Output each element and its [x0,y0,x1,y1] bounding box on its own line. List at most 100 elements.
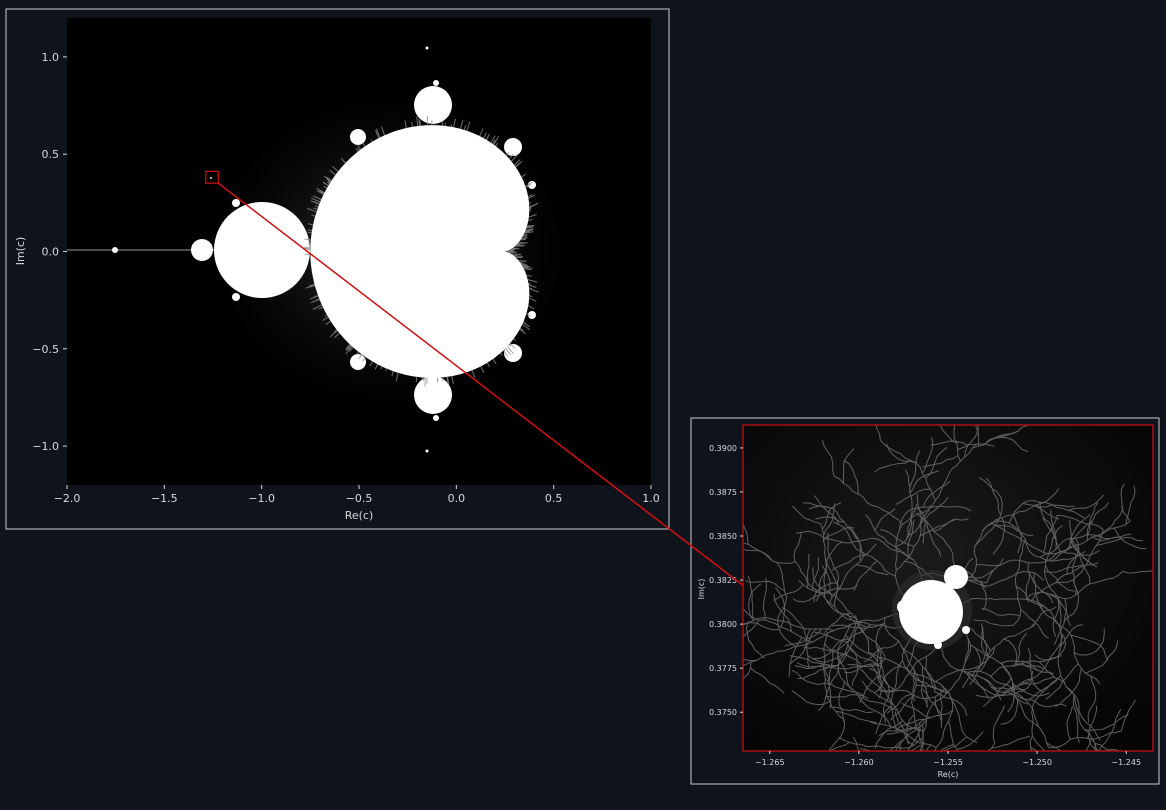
mandelbrot-side-bulb-top [504,138,522,156]
zoom-x-axis-label: Re(c) [938,770,959,779]
main-x-axis-label: Re(c) [345,509,374,522]
filament-strand [412,122,413,127]
main-y-tick-label: 0.5 [42,148,60,161]
mandelbrot-p2-mini-top [232,199,240,207]
zoom-y-tick-label: 0.3800 [709,620,737,629]
filament-strand [529,210,531,211]
dendrite-strand [982,374,1008,400]
filament-strand [518,243,524,244]
main-y-axis: 1.0 0.5 0.0 −0.5 −1.0 [32,51,67,453]
zoom-minibrot-right-bulb [962,626,970,634]
mandelbrot-far-top-speck [426,47,429,50]
dendrite-strand [1054,784,1067,806]
mandelbrot-top-bulb [414,86,452,124]
zoom-minibrot-bulb [944,565,968,589]
main-y-tick-label: 0.0 [42,246,60,259]
mandelbrot-lower-left-bulb [350,354,366,370]
filament-strand [308,230,312,231]
zoom-y-tick-label: 0.3875 [709,488,737,497]
dendrite-strand [840,797,880,800]
dendrite-strand [673,668,713,679]
main-x-tick-label: 1.0 [642,492,660,505]
mandelbrot-period4-bulb [191,239,213,261]
dendrite-strand [696,650,733,660]
dendrite-strand [794,763,829,776]
filament-strand [523,235,527,236]
main-x-tick-label: −2.0 [54,492,81,505]
dendrite-strand [635,700,658,730]
zoom-minibrot-bottom-bulb [934,641,942,649]
mandelbrot-bottom-mini [433,415,439,421]
filament-strand [523,236,528,237]
main-x-tick-label: 0.0 [448,492,466,505]
dendrite-strand [972,761,1007,776]
dendrite-strand [824,769,910,782]
mandelbrot-antenna-bulb [112,247,118,253]
dendrite-strand [610,736,648,753]
mandelbrot-p2-mini-bottom [232,293,240,301]
dendrite-strand [976,401,1011,412]
dendrite-strand [699,665,705,706]
dendrite-strand [915,782,931,806]
zoom-panel: −1.265−1.260−1.255−1.250−1.245 0.39000.3… [610,360,1166,806]
dendrite-strand [1058,767,1098,793]
dendrite-strand [961,761,991,771]
mandelbrot-mini-copy [210,177,212,179]
filament-strand [419,119,420,126]
dendrite-strand [1062,801,1094,807]
dendrite-strand [969,770,1001,777]
zoom-x-tick-label: −1.245 [1111,758,1141,767]
zoom-y-tick-label: 0.3775 [709,664,737,673]
main-y-tick-label: −1.0 [32,440,59,453]
main-y-tick-label: −0.5 [32,343,59,356]
dendrite-strand [1043,772,1069,794]
dendrite-strand [629,718,667,730]
zoom-minibrot-left-bulb [897,600,911,614]
dendrite-strand [1156,734,1166,775]
mandelbrot-far-bottom-speck [426,450,429,453]
dendrite-strand [1046,742,1069,806]
filament-strand [442,121,443,126]
mandelbrot-upper-left-bulb [350,129,366,145]
dendrite-strand [675,656,686,696]
dendrite-strand [694,546,725,559]
dendrite-strand [695,672,699,714]
mandelbrot-top-mini [433,80,439,86]
zoom-y-tick-label: 0.3750 [709,708,737,717]
main-x-axis: −2.0 −1.5 −1.0 −0.5 0.0 0.5 1.0 [54,485,660,505]
zoom-x-tick-label: −1.265 [755,758,785,767]
filament-strand [516,257,523,258]
zoom-x-tick-label: −1.255 [933,758,963,767]
filament-strand [308,232,312,233]
zoom-x-tick-label: −1.250 [1022,758,1052,767]
zoom-x-axis: −1.265 −1.260 −1.255 −1.250 −1.245 [755,751,1141,767]
dendrite-strand [1039,383,1044,421]
main-x-tick-label: −1.5 [151,492,178,505]
main-x-tick-label: −1.0 [248,492,275,505]
dendrite-strand [948,360,957,396]
filament-strand [304,239,311,240]
filament-strand [416,377,417,382]
main-y-tick-label: 1.0 [42,51,60,64]
dendrite-strand [907,755,932,806]
zoom-y-axis-label: Im(c) [697,579,706,600]
dendrite-strand [870,798,892,806]
main-x-tick-label: −0.5 [346,492,373,505]
mandelbrot-bottom-bulb [414,376,452,414]
zoom-y-tick-label: 0.3850 [709,532,737,541]
dendrite-strand [819,794,903,806]
dendrite-strand [1070,766,1101,779]
dendrite-strand [664,675,695,701]
filament-strand [529,283,531,284]
dendrite-strand [1067,761,1070,795]
filament-strand [515,246,524,247]
zoom-x-tick-label: −1.260 [844,758,874,767]
dendrite-strand [696,676,735,685]
dendrite-strand [834,782,858,806]
dendrite-strand [655,686,677,720]
dendrite-strand [925,756,931,796]
main-x-tick-label: 0.5 [545,492,563,505]
